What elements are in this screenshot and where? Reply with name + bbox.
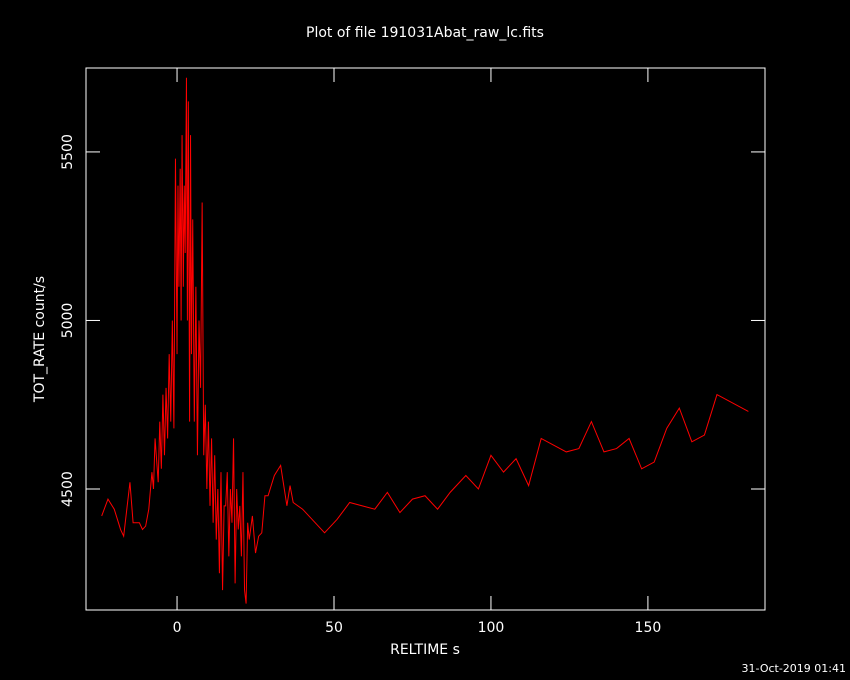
- chart-title: Plot of file 191031Abat_raw_lc.fits: [306, 25, 544, 41]
- data-line: [101, 77, 749, 604]
- plot-frame: [85, 67, 766, 611]
- y-tick-label: 4500: [60, 471, 76, 507]
- x-tick-label: 100: [478, 620, 505, 636]
- x-tick-label: 150: [635, 620, 662, 636]
- x-tick-label: 0: [173, 620, 182, 636]
- y-tick-label: 5000: [60, 303, 76, 339]
- footer-date: 31-Oct-2019 01:41: [742, 662, 846, 675]
- x-tick-label: 50: [325, 620, 343, 636]
- x-axis-label: RELTIME s: [390, 642, 460, 658]
- y-tick-label: 5500: [60, 134, 76, 170]
- y-axis-label: TOT_RATE count/s: [32, 276, 48, 403]
